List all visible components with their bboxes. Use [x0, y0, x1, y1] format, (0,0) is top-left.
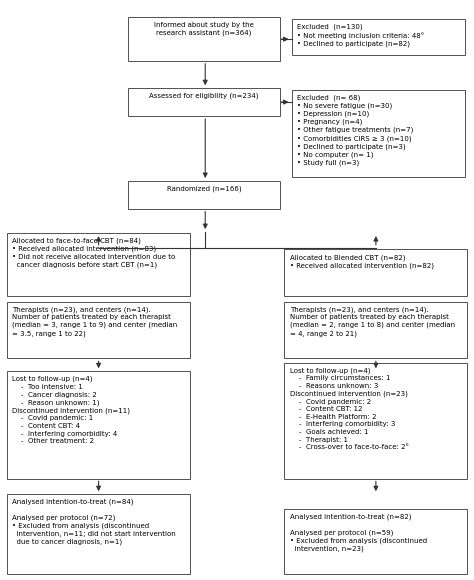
Text: Informed about study by the
research assistant (n=364): Informed about study by the research ass… [154, 22, 254, 36]
FancyBboxPatch shape [292, 19, 465, 55]
Text: Randomized (n=166): Randomized (n=166) [166, 186, 241, 192]
Text: Allocated to Blended CBT (n=82)
• Received allocated intervention (n=82): Allocated to Blended CBT (n=82) • Receiv… [290, 254, 434, 269]
FancyBboxPatch shape [7, 494, 190, 574]
Text: Therapists (n=23), and centers (n=14).
Number of patients treated by each therap: Therapists (n=23), and centers (n=14). N… [12, 306, 178, 336]
FancyBboxPatch shape [128, 181, 280, 209]
FancyBboxPatch shape [7, 233, 190, 296]
Text: Excluded  (n=130)
• Not meeting inclusion criteria: 48°
• Declined to participat: Excluded (n=130) • Not meeting inclusion… [297, 24, 424, 47]
Text: Assessed for eligibility (n=234): Assessed for eligibility (n=234) [149, 93, 259, 99]
FancyBboxPatch shape [292, 90, 465, 177]
Text: Lost to follow-up (n=4)
    -  Family circumstances: 1
    -  Reasons unknown: 3: Lost to follow-up (n=4) - Family circums… [290, 367, 409, 450]
Text: Therapists (n=23), and centers (n=14).
Number of patients treated by each therap: Therapists (n=23), and centers (n=14). N… [290, 306, 455, 336]
Text: Lost to follow-up (n=4)
    -  Too intensive: 1
    -  Cancer diagnosis: 2
    -: Lost to follow-up (n=4) - Too intensive:… [12, 376, 130, 444]
FancyBboxPatch shape [284, 249, 467, 296]
FancyBboxPatch shape [284, 509, 467, 574]
FancyBboxPatch shape [128, 17, 280, 61]
FancyBboxPatch shape [284, 362, 467, 478]
Text: Allocated to face-to-face CBT (n=84)
• Received allocated intervention (n=83)
• : Allocated to face-to-face CBT (n=84) • R… [12, 238, 175, 268]
FancyBboxPatch shape [7, 371, 190, 478]
Text: Analysed intention-to-treat (n=84)

Analysed per protocol (n=72)
• Excluded from: Analysed intention-to-treat (n=84) Analy… [12, 499, 176, 545]
Text: Excluded  (n= 68)
• No severe fatigue (n=30)
• Depression (n=10)
• Pregnancy (n=: Excluded (n= 68) • No severe fatigue (n=… [297, 95, 413, 166]
Text: Analysed intention-to-treat (n=82)

Analysed per protocol (n=59)
• Excluded from: Analysed intention-to-treat (n=82) Analy… [290, 514, 427, 552]
FancyBboxPatch shape [128, 88, 280, 116]
FancyBboxPatch shape [7, 302, 190, 358]
FancyBboxPatch shape [284, 302, 467, 358]
